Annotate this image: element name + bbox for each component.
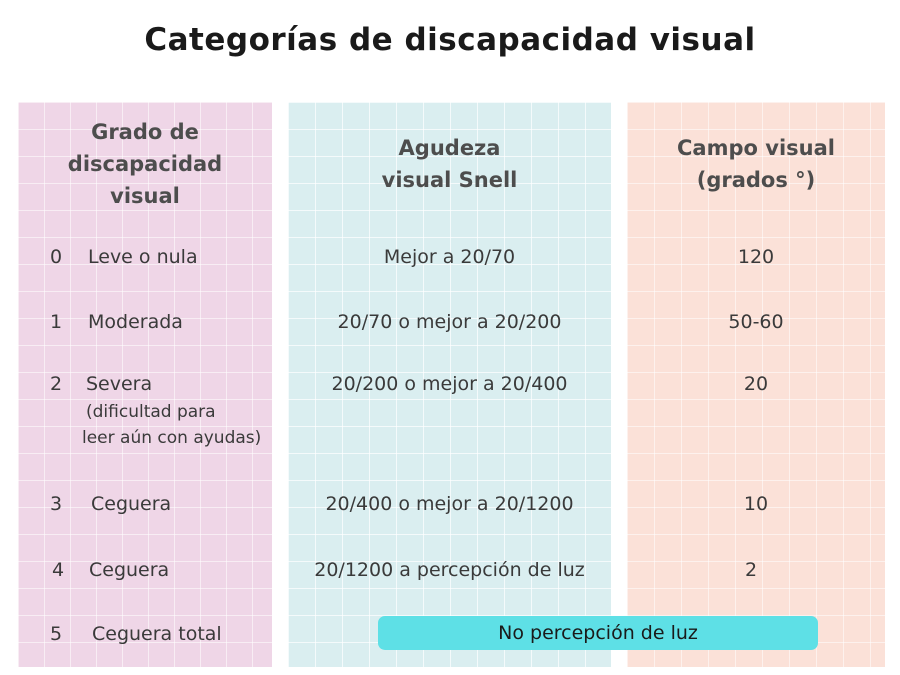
grade-number: 0 <box>50 246 63 268</box>
grade-header: Grado de discapacidad visual <box>18 116 272 212</box>
field-value: 2 <box>744 559 758 581</box>
grade-header-line-1: Grado de <box>91 120 199 144</box>
grade-note-line-1: (dificultad para <box>86 402 216 422</box>
grade-number: 1 <box>50 311 63 333</box>
grade-label: Leve o nula <box>88 246 198 268</box>
field-value: 10 <box>743 493 769 515</box>
acuity-value: Mejor a 20/70 <box>383 246 516 268</box>
acuity-value: 20/1200 a percepción de luz <box>314 559 585 581</box>
page-title: Categorías de discapacidad visual <box>144 22 756 58</box>
grade-label: Ceguera <box>91 493 172 515</box>
grade-label: Ceguera <box>89 559 170 581</box>
acuity-header: Agudeza visual Snell <box>288 132 611 196</box>
field-header-line-1: Campo visual <box>677 136 835 160</box>
acuity-header-line-2: visual Snell <box>381 168 518 192</box>
acuity-value: 20/70 o mejor a 20/200 <box>337 311 562 333</box>
acuity-value: 20/200 o mejor a 20/400 <box>331 373 568 395</box>
acuity-header-line-1: Agudeza <box>398 136 501 160</box>
field-header: Campo visual (grados °) <box>627 132 885 196</box>
grade-header-line-2: discapacidad <box>67 152 223 176</box>
grade-number: 5 <box>50 623 63 645</box>
grade-number: 2 <box>50 373 63 395</box>
acuity-value: 20/400 o mejor a 20/1200 <box>325 493 574 515</box>
banner-label: No percepción de luz <box>498 622 698 644</box>
grade-label: Severa <box>86 373 153 395</box>
grade-number: 3 <box>50 493 63 515</box>
no-light-perception-banner: No percepción de luz <box>378 616 818 650</box>
grade-label: Ceguera total <box>92 623 222 645</box>
grade-column <box>18 102 272 667</box>
acuity-column <box>288 102 611 667</box>
grade-number: 4 <box>52 559 65 581</box>
field-value: 120 <box>737 246 775 268</box>
field-value: 50-60 <box>728 311 784 333</box>
grade-note-line-2: leer aún con ayudas) <box>82 428 262 448</box>
grade-label: Moderada <box>88 311 183 333</box>
field-header-line-2: (grados °) <box>696 168 816 192</box>
field-value: 20 <box>743 373 769 395</box>
grade-header-line-3: visual <box>110 184 180 208</box>
field-column <box>627 102 885 667</box>
